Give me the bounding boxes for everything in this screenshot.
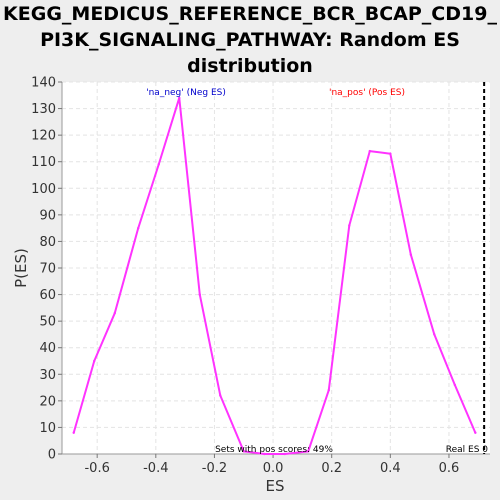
y-tick-label: 50 <box>39 315 56 330</box>
y-tick-label: 30 <box>39 368 56 383</box>
data-point <box>113 311 116 315</box>
data-point <box>198 293 201 296</box>
x-tick-label: -0.6 <box>84 461 109 476</box>
data-point <box>93 359 96 363</box>
y-tick-label: 60 <box>39 288 56 303</box>
data-point <box>368 149 372 153</box>
y-tick-label: 0 <box>48 448 56 463</box>
data-point <box>389 152 392 155</box>
chart-title-line-1: KEGG_MEDICUS_REFERENCE_BCR_BCAP_CD19_ <box>3 3 497 25</box>
y-tick-label: 110 <box>31 155 56 170</box>
data-point <box>409 253 413 256</box>
chart-title-line-3: distribution <box>187 55 313 77</box>
chart-title: KEGG_MEDICUS_REFERENCE_BCR_BCAP_CD19_ PI… <box>0 0 500 79</box>
data-point <box>137 226 140 230</box>
y-tick-label: 70 <box>39 262 56 277</box>
data-point <box>433 333 436 336</box>
x-tick-label: 0.2 <box>321 461 342 476</box>
data-point <box>283 452 286 456</box>
y-axis-title: P(ES) <box>12 248 30 288</box>
x-tick-label: 0.0 <box>263 461 284 476</box>
data-point <box>178 96 181 100</box>
y-tick-label: 140 <box>31 76 56 91</box>
data-point <box>263 452 266 456</box>
data-point <box>453 383 457 387</box>
neg-es-label: 'na_neg' (Neg ES) <box>146 88 226 98</box>
data-point <box>219 394 222 397</box>
y-tick-label: 10 <box>39 421 56 436</box>
data-point <box>157 163 160 166</box>
series-line <box>72 96 477 455</box>
y-tick-label: 90 <box>39 208 56 223</box>
grid <box>62 81 490 455</box>
x-tick-label: -0.4 <box>143 461 168 476</box>
y-tick-label: 40 <box>39 341 56 356</box>
data-point <box>474 431 477 434</box>
pos-es-label: 'na_pos' (Pos ES) <box>329 88 405 98</box>
y-tick-label: 20 <box>39 394 56 409</box>
x-tick-label: 0.4 <box>380 461 401 476</box>
data-point <box>327 389 330 392</box>
y-tick-label: 120 <box>31 129 56 144</box>
series-group <box>72 96 477 456</box>
data-point <box>348 224 351 227</box>
y-tick-label: 130 <box>31 102 56 117</box>
data-point <box>242 450 245 453</box>
real-es-label: Real ES 0 <box>446 445 489 455</box>
chart-title-line-2: PI3K_SIGNALING_PATHWAY: Random ES <box>40 29 460 51</box>
ticks: 0 10 20 30 40 50 60 70 80 90 100 110 120 130 140 -0.6 -0… <box>31 76 459 477</box>
sets-pos-scores-label: Sets with pos scores: 49% <box>215 445 333 455</box>
y-tick-label: 100 <box>31 182 56 197</box>
x-axis-title: ES <box>266 477 285 495</box>
y-tick-label: 80 <box>39 235 56 250</box>
x-tick-label: 0.6 <box>439 461 460 476</box>
data-point <box>307 450 310 453</box>
x-tick-label: -0.2 <box>202 461 227 476</box>
data-point <box>72 431 75 434</box>
